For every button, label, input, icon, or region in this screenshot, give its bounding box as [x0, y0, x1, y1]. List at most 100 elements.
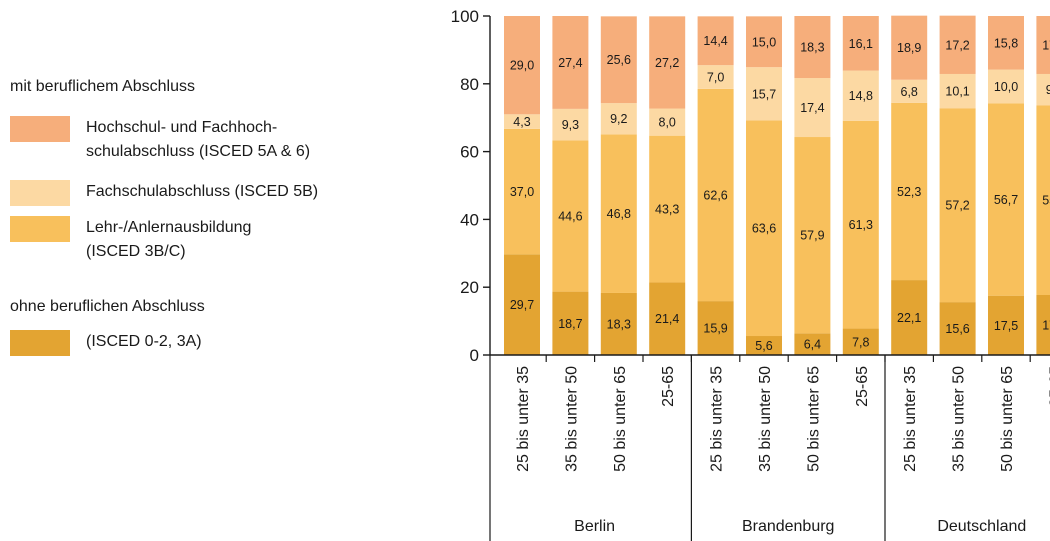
- bar-segment-2-series-2: [552, 140, 589, 292]
- legend-label-university: Hochschul- und Fachhoch- schulabschluss …: [86, 116, 386, 164]
- bar-segment-8-series-4: [842, 16, 879, 71]
- y-tick-label-40: 40: [460, 210, 479, 229]
- data-label-8-series-1: 7,8: [852, 335, 869, 349]
- legend-item-technical-school: Fachschulabschluss (ISCED 5B): [10, 180, 386, 206]
- data-label-11-series-1: 17,5: [994, 319, 1018, 333]
- legend-item-no-qualification: (ISCED 0-2, 3A): [10, 330, 386, 356]
- data-label-5-series-3: 7,0: [707, 71, 724, 85]
- data-label-4-series-2: 43,3: [655, 203, 679, 217]
- bar-segment-7-series-2: [794, 137, 831, 334]
- bar-segment-7-series-1: [794, 333, 831, 355]
- bar-segment-11-series-2: [988, 103, 1024, 296]
- bar-segment-6-series-1: [746, 336, 782, 355]
- legend-label-apprenticeship: Lehr-/Anlernausbildung (ISCED 3B/C): [86, 216, 386, 264]
- data-label-9-series-1: 22,1: [897, 311, 921, 325]
- bar-segment-10-series-4: [939, 15, 976, 74]
- x-category-label-11: 50 bis unter 65: [999, 366, 1016, 472]
- group-label-3: Deutschland: [937, 518, 1026, 535]
- bar-segment-6-series-3: [746, 67, 782, 121]
- data-label-12-series-4: 17,1: [1042, 38, 1050, 52]
- x-category-label-10: 35 bis unter 50: [951, 366, 968, 472]
- data-label-1-series-1: 29,7: [510, 298, 534, 312]
- legend-swatch-university: [10, 116, 70, 142]
- data-label-5-series-4: 14,4: [703, 34, 727, 48]
- data-label-4-series-1: 21,4: [655, 312, 679, 326]
- data-label-6-series-1: 5,6: [755, 339, 772, 353]
- data-label-2-series-1: 18,7: [558, 317, 582, 331]
- legend-group-with-qualification: mit beruflichem Abschluss: [10, 78, 195, 95]
- legend-label-technical-school: Fachschulabschluss (ISCED 5B): [86, 183, 319, 200]
- x-category-label-6: 35 bis unter 50: [757, 366, 774, 472]
- legend-label-no-qualification: (ISCED 0-2, 3A): [86, 333, 202, 350]
- bar-segment-9-series-4: [891, 15, 928, 80]
- data-label-12-series-1: 17,7: [1042, 318, 1050, 332]
- data-label-6-series-2: 63,6: [752, 222, 776, 236]
- data-label-10-series-3: 10,1: [945, 85, 969, 99]
- group-label-1: Berlin: [574, 518, 615, 535]
- legend-label-apprenticeship-line2: (ISCED 3B/C): [86, 243, 186, 260]
- bar-segment-8-series-3: [842, 70, 879, 121]
- bar-segment-3-series-4: [600, 16, 637, 104]
- bar-segment-12-series-1: [1036, 294, 1050, 355]
- bar-segment-7-series-4: [794, 16, 831, 79]
- bar-segment-12-series-4: [1036, 16, 1050, 74]
- legend-label-university-line1: Hochschul- und Fachhoch-: [86, 119, 278, 136]
- y-tick-label-80: 80: [460, 75, 479, 94]
- x-category-label-9: 25 bis unter 35: [902, 366, 919, 472]
- data-label-12-series-3: 9,3: [1046, 83, 1050, 97]
- x-category-label-5: 25 bis unter 35: [709, 366, 726, 472]
- legend-swatch-technical-school: [10, 180, 70, 206]
- bar-segment-8-series-2: [842, 120, 879, 329]
- data-label-5-series-1: 15,9: [703, 322, 727, 336]
- bar-segment-4-series-2: [649, 135, 686, 283]
- y-tick-label-20: 20: [460, 278, 479, 297]
- bar-segment-3-series-2: [600, 134, 637, 293]
- bar-segment-1-series-2: [504, 128, 540, 255]
- data-label-9-series-2: 52,3: [897, 185, 921, 199]
- bar-segment-12-series-3: [1036, 73, 1050, 106]
- x-category-label-7: 50 bis unter 65: [805, 366, 822, 472]
- data-label-11-series-3: 10,0: [994, 80, 1018, 94]
- data-label-4-series-3: 8,0: [659, 116, 676, 130]
- bar-segment-4-series-3: [649, 108, 686, 136]
- x-category-label-3: 50 bis unter 65: [612, 366, 629, 472]
- data-label-3-series-1: 18,3: [607, 317, 631, 331]
- bar-segment-5-series-1: [697, 301, 734, 355]
- bar-segment-10-series-3: [939, 73, 976, 109]
- bar-segment-7-series-3: [794, 78, 831, 138]
- bar-segment-11-series-3: [988, 69, 1024, 104]
- group-label-2: Brandenburg: [742, 518, 835, 535]
- bar-segment-11-series-1: [988, 295, 1024, 355]
- x-category-label-1: 25 bis unter 35: [515, 366, 532, 472]
- bar-segment-9-series-2: [891, 102, 928, 281]
- bar-segment-9-series-1: [891, 280, 928, 355]
- data-label-5-series-2: 62,6: [703, 188, 727, 202]
- data-label-3-series-2: 46,8: [607, 207, 631, 221]
- bar-segment-11-series-4: [988, 16, 1024, 70]
- data-label-6-series-3: 15,7: [752, 87, 776, 101]
- data-label-8-series-4: 16,1: [849, 37, 873, 51]
- data-label-10-series-2: 57,2: [945, 199, 969, 213]
- y-tick-label-100: 100: [451, 7, 479, 26]
- bar-segment-2-series-4: [552, 16, 589, 109]
- data-label-1-series-3: 4,3: [513, 115, 530, 129]
- legend-group-without-qualification: ohne beruflichen Abschluss: [10, 298, 205, 315]
- bar-segment-5-series-3: [697, 65, 734, 89]
- bar-segment-9-series-3: [891, 79, 928, 103]
- data-label-7-series-3: 17,4: [800, 101, 824, 115]
- bar-segment-2-series-3: [552, 108, 589, 141]
- y-tick-label-0: 0: [470, 346, 479, 365]
- bar-segment-1-series-4: [504, 16, 540, 115]
- data-label-3-series-3: 9,2: [610, 112, 627, 126]
- data-label-7-series-4: 18,3: [800, 41, 824, 55]
- bar-segment-10-series-1: [939, 302, 976, 355]
- data-label-12-series-2: 55,9: [1042, 194, 1050, 208]
- data-label-7-series-1: 6,4: [804, 338, 821, 352]
- x-category-label-4: 25-65: [660, 366, 677, 407]
- data-label-1-series-4: 29,0: [510, 59, 534, 73]
- legend-label-apprenticeship-line1: Lehr-/Anlernausbildung: [86, 219, 252, 236]
- data-label-4-series-4: 27,2: [655, 56, 679, 70]
- data-label-10-series-1: 15,6: [945, 322, 969, 336]
- legend-swatch-no-qualification: [10, 330, 70, 356]
